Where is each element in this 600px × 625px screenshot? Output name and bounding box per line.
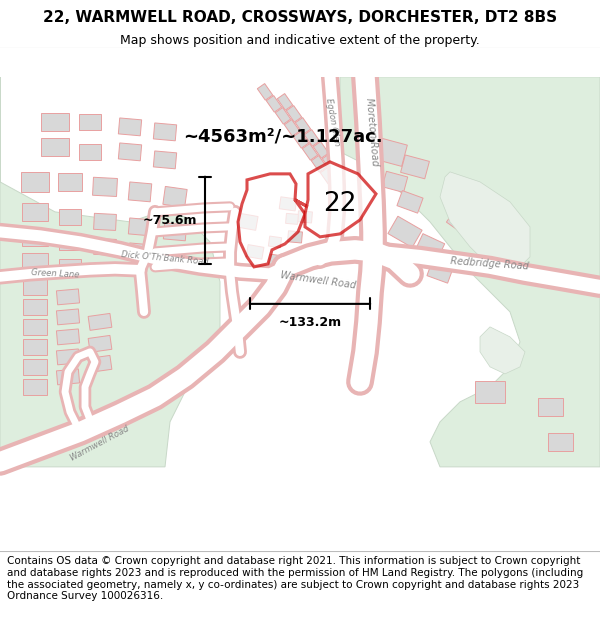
Bar xyxy=(298,211,313,223)
Text: Moreton Road: Moreton Road xyxy=(364,98,380,166)
Bar xyxy=(257,84,273,100)
Bar xyxy=(79,114,101,130)
Bar xyxy=(21,172,49,192)
Bar xyxy=(163,223,187,241)
Text: Redbridge Road: Redbridge Road xyxy=(451,256,530,272)
Bar xyxy=(446,209,473,235)
Text: 22, WARMWELL ROAD, CROSSWAYS, DORCHESTER, DT2 8BS: 22, WARMWELL ROAD, CROSSWAYS, DORCHESTER… xyxy=(43,9,557,24)
Bar xyxy=(22,203,48,221)
Bar xyxy=(283,258,296,269)
Bar xyxy=(58,173,82,191)
Bar xyxy=(163,186,187,208)
Bar xyxy=(329,179,345,196)
Text: Dick O'Th'Bank Road: Dick O'Th'Bank Road xyxy=(121,249,209,266)
Bar xyxy=(41,113,69,131)
Bar xyxy=(302,144,318,160)
Bar xyxy=(94,238,116,256)
Polygon shape xyxy=(340,77,600,467)
Text: Green Lane: Green Lane xyxy=(31,268,79,279)
Bar xyxy=(94,213,116,231)
Bar xyxy=(320,168,336,184)
Bar xyxy=(286,106,302,122)
Bar xyxy=(388,216,422,248)
Bar xyxy=(59,259,81,275)
Bar xyxy=(88,356,112,372)
Bar xyxy=(382,171,407,192)
Bar xyxy=(118,118,142,136)
Bar xyxy=(275,107,291,124)
Bar xyxy=(22,253,48,271)
Polygon shape xyxy=(480,327,525,374)
Bar xyxy=(22,228,48,246)
Text: Egdon Glen: Egdon Glen xyxy=(325,98,341,146)
Bar xyxy=(88,336,112,352)
Bar xyxy=(295,118,311,134)
Text: ~4563m²/~1.127ac.: ~4563m²/~1.127ac. xyxy=(183,128,383,146)
Bar xyxy=(92,177,118,196)
Bar xyxy=(23,359,47,375)
Bar xyxy=(154,123,176,141)
Bar xyxy=(128,243,152,261)
Bar xyxy=(268,254,281,266)
Bar xyxy=(261,284,279,299)
Text: 22: 22 xyxy=(323,191,357,217)
Bar xyxy=(304,129,320,146)
Bar xyxy=(56,289,80,305)
Bar xyxy=(266,96,282,112)
Bar xyxy=(427,261,453,283)
Bar xyxy=(238,213,258,231)
Text: ~133.2m: ~133.2m xyxy=(278,316,341,329)
Bar xyxy=(301,248,316,260)
Bar xyxy=(311,156,327,172)
Bar xyxy=(284,119,300,136)
Bar xyxy=(154,151,176,169)
Bar xyxy=(128,218,152,236)
Bar xyxy=(23,279,47,295)
Polygon shape xyxy=(305,162,376,237)
Bar xyxy=(59,209,81,225)
Bar xyxy=(475,381,505,403)
Text: ~75.6m: ~75.6m xyxy=(143,214,197,227)
Polygon shape xyxy=(0,77,220,467)
Bar xyxy=(41,138,69,156)
Bar xyxy=(373,138,407,166)
Bar xyxy=(23,319,47,335)
Bar xyxy=(415,234,445,260)
Bar xyxy=(23,299,47,315)
Polygon shape xyxy=(440,172,530,277)
Bar xyxy=(246,244,264,259)
Bar xyxy=(287,231,302,243)
Text: Map shows position and indicative extent of the property.: Map shows position and indicative extent… xyxy=(120,34,480,48)
Bar xyxy=(313,141,329,158)
Bar xyxy=(59,234,81,250)
Bar xyxy=(56,369,80,385)
Bar xyxy=(322,154,338,170)
Bar xyxy=(88,313,112,331)
Bar xyxy=(56,349,80,365)
Bar xyxy=(473,200,497,224)
Bar xyxy=(79,144,101,160)
Bar xyxy=(268,236,281,248)
Bar xyxy=(23,379,47,395)
Bar xyxy=(56,309,80,325)
Bar xyxy=(56,329,80,345)
Bar xyxy=(286,213,298,224)
Bar xyxy=(401,155,430,179)
Bar xyxy=(548,433,572,451)
Text: Warmwell Road: Warmwell Road xyxy=(280,269,356,290)
Bar xyxy=(293,131,309,148)
Bar xyxy=(23,339,47,355)
Bar xyxy=(538,398,563,416)
Bar xyxy=(397,191,423,213)
Polygon shape xyxy=(238,174,308,267)
Bar xyxy=(277,94,293,110)
Bar xyxy=(128,182,152,202)
Text: Warmwell Road: Warmwell Road xyxy=(69,424,131,463)
Text: Contains OS data © Crown copyright and database right 2021. This information is : Contains OS data © Crown copyright and d… xyxy=(7,556,583,601)
Bar xyxy=(118,143,142,161)
Bar xyxy=(279,197,297,211)
